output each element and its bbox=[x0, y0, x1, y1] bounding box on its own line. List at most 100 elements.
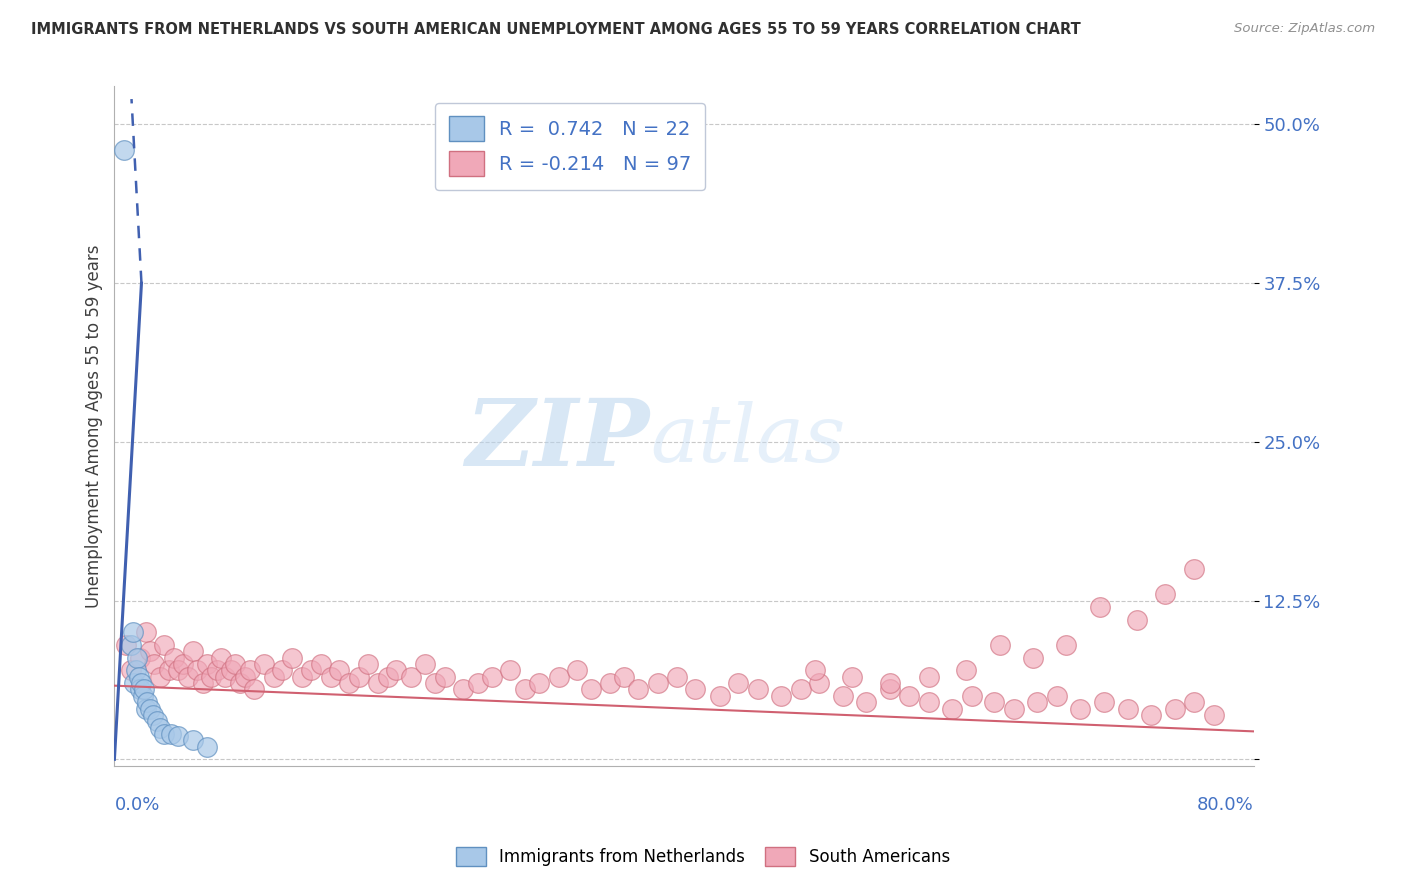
Y-axis label: Unemployment Among Ages 55 to 59 years: Unemployment Among Ages 55 to 59 years bbox=[86, 244, 103, 607]
Point bbox=[136, 695, 159, 709]
Point bbox=[235, 670, 257, 684]
Point bbox=[177, 670, 200, 684]
Point bbox=[1088, 599, 1111, 614]
Point bbox=[160, 727, 183, 741]
Point bbox=[1069, 701, 1091, 715]
Point bbox=[918, 670, 941, 684]
Point bbox=[299, 664, 322, 678]
Point bbox=[832, 689, 855, 703]
Point bbox=[599, 676, 621, 690]
Point bbox=[125, 664, 148, 678]
Point bbox=[157, 664, 180, 678]
Point bbox=[186, 664, 208, 678]
Point bbox=[790, 682, 813, 697]
Point bbox=[195, 739, 218, 754]
Point bbox=[167, 664, 190, 678]
Text: atlas: atlas bbox=[650, 401, 845, 478]
Point bbox=[142, 707, 165, 722]
Point bbox=[413, 657, 436, 671]
Point bbox=[243, 682, 266, 697]
Point bbox=[127, 650, 149, 665]
Point bbox=[271, 664, 294, 678]
Point bbox=[855, 695, 877, 709]
Point bbox=[1126, 613, 1149, 627]
Point bbox=[135, 625, 157, 640]
Point bbox=[132, 689, 155, 703]
Point bbox=[112, 143, 135, 157]
Point bbox=[547, 670, 569, 684]
Point bbox=[988, 638, 1011, 652]
Point bbox=[399, 670, 422, 684]
Point bbox=[1116, 701, 1139, 715]
Point bbox=[1002, 701, 1025, 715]
Point bbox=[239, 664, 262, 678]
Point bbox=[209, 650, 232, 665]
Point bbox=[647, 676, 669, 690]
Point bbox=[808, 676, 831, 690]
Point bbox=[163, 650, 186, 665]
Point bbox=[453, 682, 475, 697]
Point bbox=[219, 664, 242, 678]
Point bbox=[567, 664, 589, 678]
Point bbox=[357, 657, 380, 671]
Point bbox=[527, 676, 550, 690]
Point bbox=[153, 638, 176, 652]
Point bbox=[499, 664, 522, 678]
Text: 0.0%: 0.0% bbox=[114, 797, 160, 814]
Point bbox=[146, 714, 169, 729]
Point bbox=[135, 701, 157, 715]
Point bbox=[139, 701, 162, 715]
Point bbox=[481, 670, 503, 684]
Point bbox=[153, 727, 176, 741]
Point bbox=[128, 670, 150, 684]
Point bbox=[129, 682, 152, 697]
Point bbox=[769, 689, 792, 703]
Point bbox=[181, 733, 204, 747]
Point bbox=[1054, 638, 1077, 652]
Point bbox=[1026, 695, 1049, 709]
Point bbox=[195, 657, 218, 671]
Point bbox=[191, 676, 214, 690]
Text: Source: ZipAtlas.com: Source: ZipAtlas.com bbox=[1234, 22, 1375, 36]
Point bbox=[898, 689, 921, 703]
Point bbox=[149, 670, 172, 684]
Point bbox=[253, 657, 276, 671]
Text: IMMIGRANTS FROM NETHERLANDS VS SOUTH AMERICAN UNEMPLOYMENT AMONG AGES 55 TO 59 Y: IMMIGRANTS FROM NETHERLANDS VS SOUTH AME… bbox=[31, 22, 1081, 37]
Point bbox=[433, 670, 456, 684]
Point bbox=[1202, 707, 1225, 722]
Point bbox=[139, 644, 162, 658]
Point bbox=[121, 664, 143, 678]
Point bbox=[727, 676, 749, 690]
Point bbox=[328, 664, 350, 678]
Point bbox=[1140, 707, 1163, 722]
Point bbox=[149, 721, 172, 735]
Point bbox=[1182, 562, 1205, 576]
Point bbox=[983, 695, 1005, 709]
Point bbox=[349, 670, 371, 684]
Point bbox=[1046, 689, 1069, 703]
Point bbox=[172, 657, 194, 671]
Point bbox=[941, 701, 963, 715]
Point bbox=[841, 670, 863, 684]
Point bbox=[879, 682, 901, 697]
Point bbox=[319, 670, 342, 684]
Point bbox=[1154, 587, 1177, 601]
Point bbox=[131, 676, 153, 690]
Point bbox=[281, 650, 304, 665]
Point bbox=[122, 625, 145, 640]
Point bbox=[129, 650, 152, 665]
Point bbox=[167, 730, 190, 744]
Point bbox=[263, 670, 285, 684]
Point bbox=[1092, 695, 1115, 709]
Point bbox=[224, 657, 246, 671]
Point bbox=[1022, 650, 1045, 665]
Point bbox=[124, 676, 146, 690]
Point bbox=[121, 638, 143, 652]
Point bbox=[214, 670, 236, 684]
Point bbox=[581, 682, 603, 697]
Point bbox=[377, 670, 399, 684]
Point bbox=[291, 670, 314, 684]
Point bbox=[337, 676, 360, 690]
Legend: Immigrants from Netherlands, South Americans: Immigrants from Netherlands, South Ameri… bbox=[450, 840, 956, 873]
Point bbox=[1164, 701, 1187, 715]
